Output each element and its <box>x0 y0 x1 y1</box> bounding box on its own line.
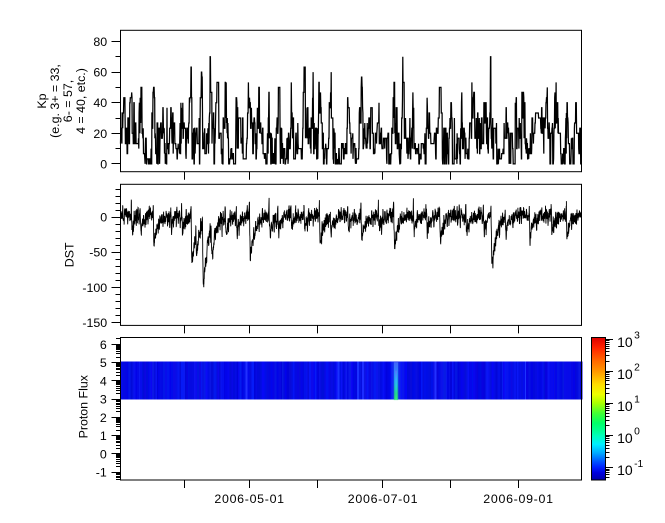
svg-text:3: 3 <box>634 330 640 341</box>
svg-text:(e.g. 3+ = 33,: (e.g. 3+ = 33, <box>48 64 62 138</box>
svg-text:-100: -100 <box>82 281 107 295</box>
svg-text:1: 1 <box>634 395 640 406</box>
svg-text:1: 1 <box>100 429 107 443</box>
svg-text:0: 0 <box>100 447 107 461</box>
svg-text:0: 0 <box>100 157 107 171</box>
svg-text:2006-05-01: 2006-05-01 <box>214 492 284 506</box>
svg-text:Kp: Kp <box>35 93 49 108</box>
svg-text:10: 10 <box>617 462 633 478</box>
svg-text:10: 10 <box>617 430 633 446</box>
svg-text:20: 20 <box>93 127 107 141</box>
svg-text:6: 6 <box>100 338 107 352</box>
svg-text:2: 2 <box>634 363 640 374</box>
svg-text:10: 10 <box>617 398 633 414</box>
svg-text:2: 2 <box>100 411 107 425</box>
svg-text:40: 40 <box>93 96 107 110</box>
svg-text:DST: DST <box>62 242 76 267</box>
svg-text:60: 60 <box>93 66 107 80</box>
svg-text:0: 0 <box>100 211 107 225</box>
svg-text:2006-07-01: 2006-07-01 <box>348 492 418 506</box>
svg-text:-1: -1 <box>96 466 107 480</box>
svg-text:6- = 57,: 6- = 57, <box>61 80 75 122</box>
svg-text:2006-09-01: 2006-09-01 <box>483 492 553 506</box>
svg-text:80: 80 <box>93 35 107 49</box>
svg-text:5: 5 <box>100 356 107 370</box>
svg-text:3: 3 <box>100 393 107 407</box>
svg-text:Proton Flux: Proton Flux <box>77 374 91 438</box>
svg-text:-50: -50 <box>89 246 107 260</box>
svg-text:10: 10 <box>617 334 633 350</box>
svg-text:4 = 40, etc.): 4 = 40, etc.) <box>74 68 88 134</box>
svg-text:-1: -1 <box>634 459 643 470</box>
svg-text:-150: -150 <box>82 316 107 330</box>
svg-text:0: 0 <box>634 427 640 438</box>
svg-text:4: 4 <box>100 374 107 388</box>
svg-text:10: 10 <box>617 366 633 382</box>
